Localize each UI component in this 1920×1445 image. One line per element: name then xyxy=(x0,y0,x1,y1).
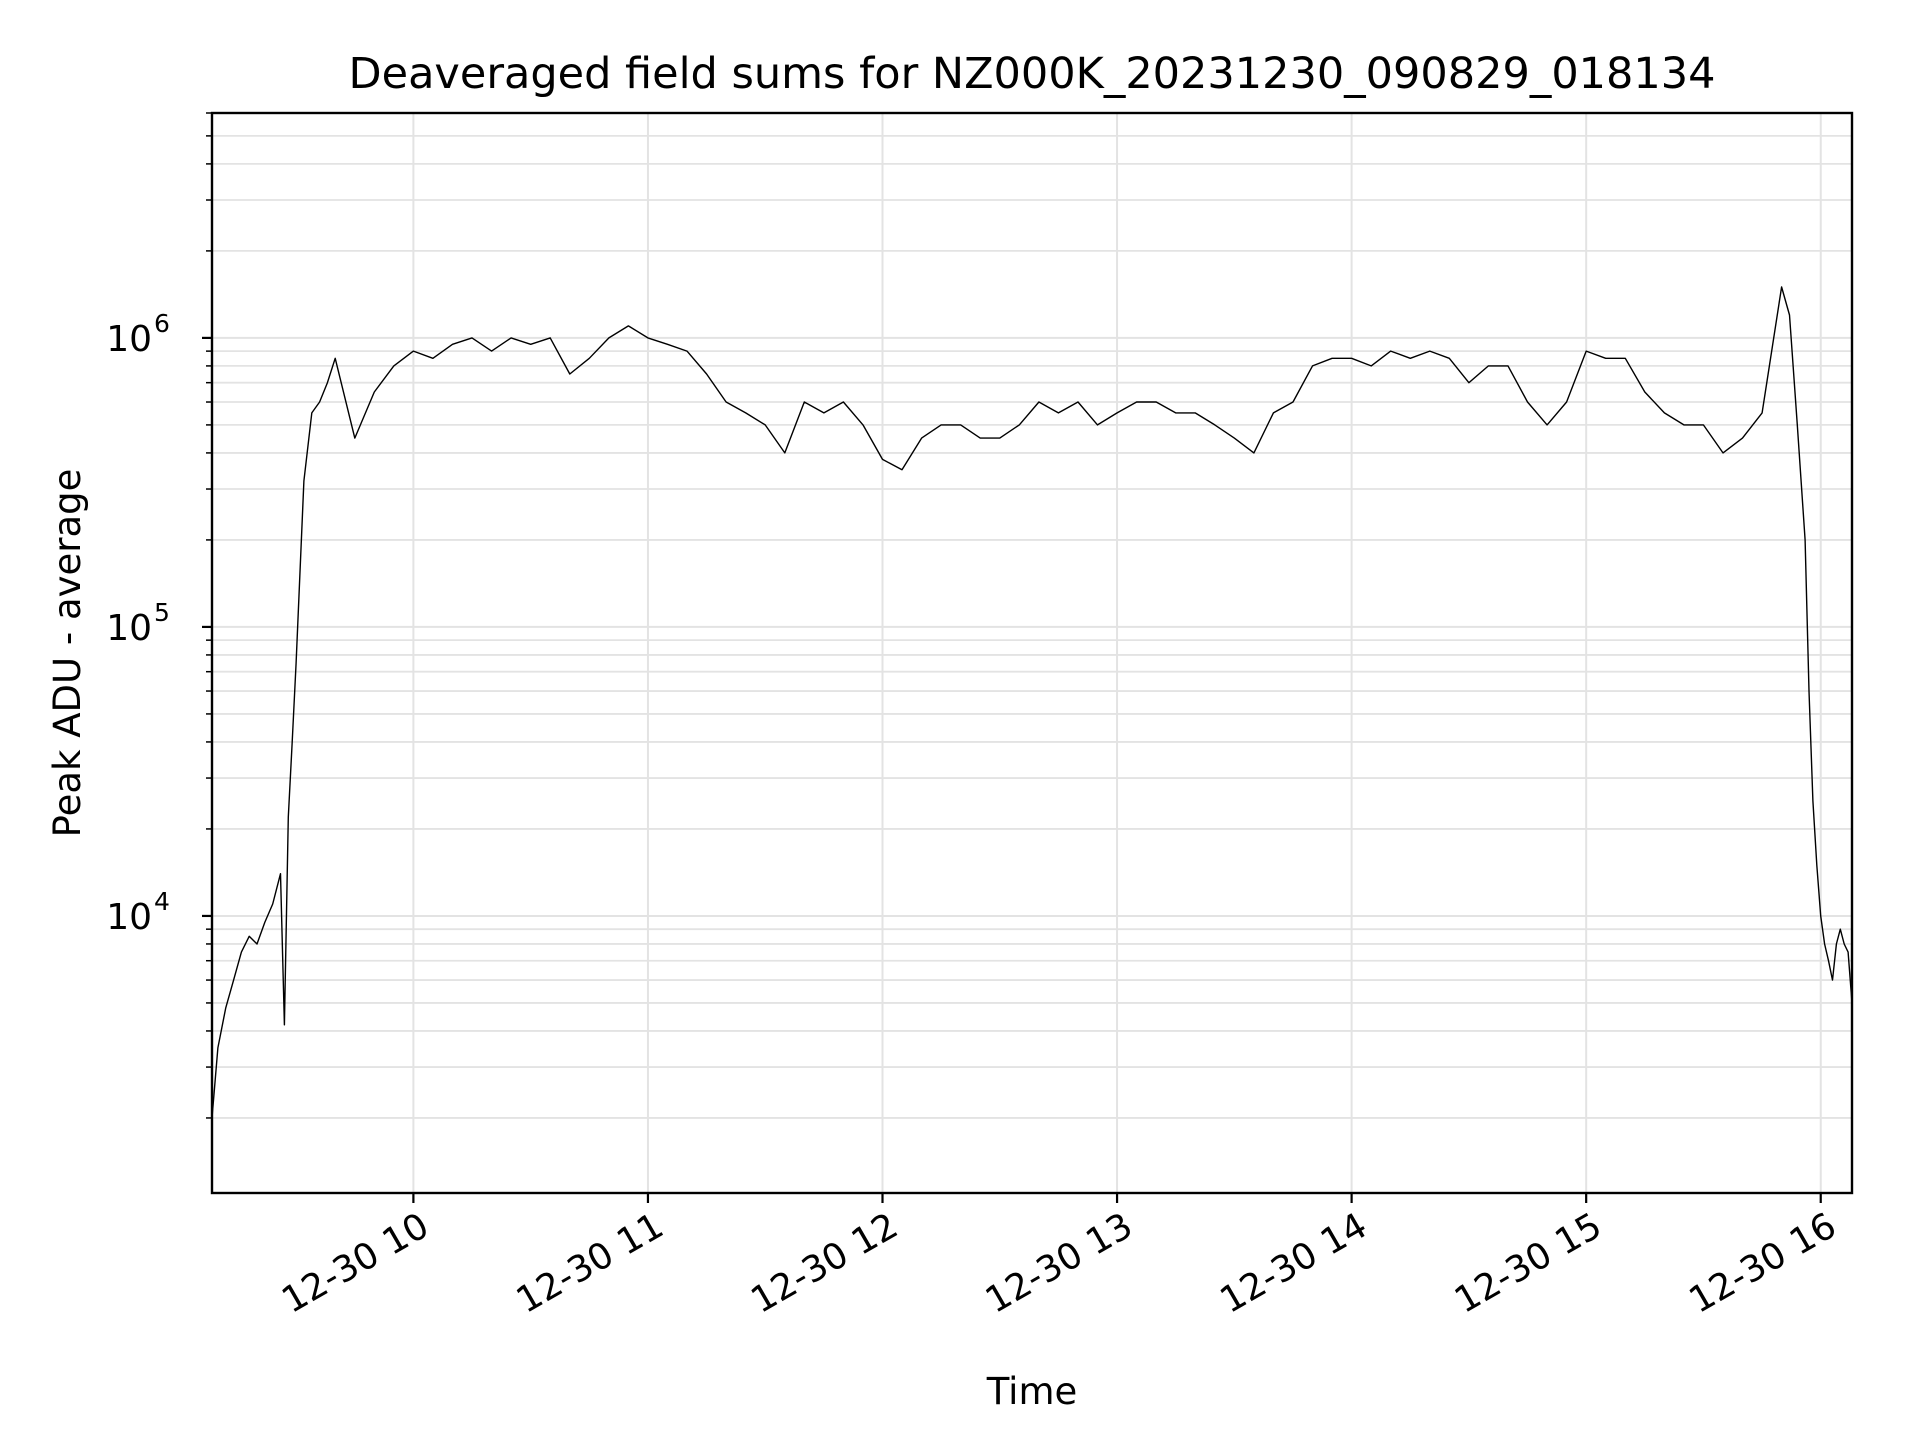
x-axis-label: Time xyxy=(986,1370,1078,1413)
x-tick-label: 12-30 10 xyxy=(275,1205,436,1321)
y-tick-label: 10 xyxy=(106,319,152,360)
x-tick-label: 12-30 15 xyxy=(1448,1205,1609,1321)
x-tick-label: 12-30 13 xyxy=(979,1205,1140,1321)
y-tick-exponent: 6 xyxy=(154,309,170,338)
series-line xyxy=(211,286,1853,1119)
plot-frame xyxy=(210,111,1854,1195)
x-tick-label: 12-30 11 xyxy=(510,1205,671,1321)
x-tick-label: 12-30 16 xyxy=(1683,1205,1844,1321)
y-tick-exponent: 4 xyxy=(154,887,170,916)
x-tick-label: 12-30 12 xyxy=(744,1205,905,1321)
y-tick-exponent: 5 xyxy=(154,598,170,627)
y-tick-label: 10 xyxy=(106,608,152,649)
x-tick-label: 12-30 14 xyxy=(1213,1205,1374,1321)
y-tick-label: 10 xyxy=(106,897,152,938)
grid-layer xyxy=(212,112,1852,1193)
y-axis-label: Peak ADU - average xyxy=(46,469,89,838)
chart-title: Deaveraged field sums for NZ000K_2023123… xyxy=(349,49,1716,99)
